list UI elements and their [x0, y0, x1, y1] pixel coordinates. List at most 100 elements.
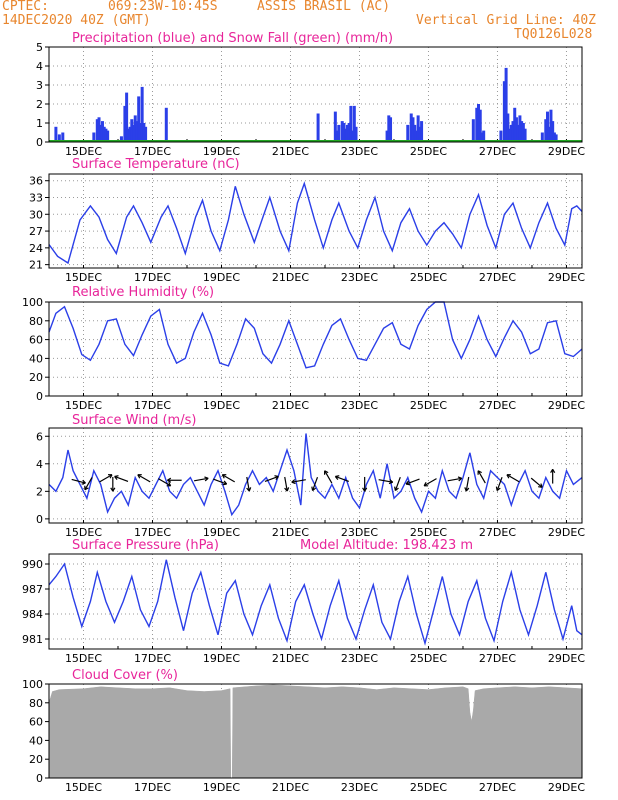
cloud-title: Cloud Cover (%)	[72, 668, 178, 683]
precip-bar	[549, 109, 553, 142]
precip-xtick-label: 17DEC	[134, 145, 171, 158]
humidity-ytick-label: 40	[29, 352, 43, 365]
wind-xtick-label: 19DEC	[203, 526, 240, 539]
cloud-ytick-label: 20	[29, 753, 43, 766]
precip-bar	[482, 130, 486, 142]
wind-vector-head	[362, 487, 368, 492]
precip-bar	[119, 136, 123, 142]
humidity-xtick-label: 21DEC	[272, 399, 309, 412]
wind-vector-shaft	[264, 475, 279, 482]
wind-vector-shaft	[312, 476, 319, 491]
pressure-xtick-label: 17DEC	[134, 652, 171, 665]
precip-bar	[345, 124, 349, 142]
temperature-series-line	[48, 181, 583, 265]
cloud-xtick-label: 25DEC	[410, 781, 447, 794]
pressure-subtitle: Model Altitude: 198.423 m	[300, 538, 473, 553]
precip-bar	[342, 123, 346, 142]
humidity-xtick-label: 17DEC	[134, 399, 171, 412]
precip-bar	[514, 117, 518, 142]
precip-bar	[95, 119, 99, 142]
temperature-ytick-label: 30	[29, 208, 43, 221]
precip-bar	[97, 117, 101, 142]
wind-xtick-label: 29DEC	[548, 526, 585, 539]
humidity-title: Relative Humidity (%)	[72, 285, 214, 300]
precip-ytick-label: 0	[36, 136, 43, 149]
wind-vector-head	[334, 475, 340, 480]
precip-bar	[140, 86, 144, 142]
precip-bar	[516, 124, 520, 142]
precip-bar	[551, 121, 555, 142]
precip-bar	[135, 121, 139, 142]
humidity-xtick-label: 19DEC	[203, 399, 240, 412]
pressure-xtick-label: 27DEC	[479, 652, 516, 665]
header-run: 14DEC2020 40Z (GMT)	[2, 13, 151, 28]
precip-bar	[164, 107, 168, 142]
precip-xtick-label: 15DEC	[65, 145, 102, 158]
humidity-ytick-label: 0	[36, 390, 43, 403]
cloud-panel: Cloud Cover (%) 15DEC 17DEC 19DEC 21DEC 23DEC…	[22, 668, 585, 794]
pressure-xtick-label: 21DEC	[272, 652, 309, 665]
temperature-ytick-label: 33	[29, 192, 43, 205]
precip-bar	[413, 124, 417, 142]
precip-bar	[137, 96, 141, 142]
precip-bar	[387, 115, 391, 142]
humidity-xtick-label: 23DEC	[341, 399, 378, 412]
precip-bar	[385, 130, 389, 142]
cloud-xtick-label: 23DEC	[341, 781, 378, 794]
precip-bar	[540, 132, 544, 142]
precip-bar	[132, 124, 136, 142]
humidity-xtick-label: 25DEC	[410, 399, 447, 412]
wind-xtick-label: 27DEC	[479, 526, 516, 539]
wind-frame	[48, 427, 583, 524]
precip-bar	[126, 128, 130, 142]
precip-bar	[333, 111, 337, 142]
precip-title: Precipitation (blue) and Snow Fall (gree…	[72, 31, 393, 46]
pressure-ytick-label: 981	[22, 633, 43, 646]
wind-vector-head	[284, 487, 290, 492]
temperature-ytick-label: 36	[29, 175, 43, 188]
precip-bar	[316, 113, 320, 142]
precip-frame	[48, 46, 583, 143]
wind-vector-shaft	[335, 475, 349, 482]
precip-bar	[389, 117, 393, 142]
wind-vector-head	[388, 479, 394, 485]
cloud-xtick-label: 15DEC	[65, 781, 102, 794]
wind-vector-shaft	[291, 479, 306, 483]
cloud-xtick-label: 21DEC	[272, 781, 309, 794]
temperature-xtick-label: 21DEC	[272, 271, 309, 284]
precip-bar	[546, 111, 550, 142]
wind-vector-head	[477, 470, 482, 475]
precip-bar	[123, 105, 127, 142]
wind-vector-head	[81, 479, 86, 485]
wind-vector-head	[495, 486, 501, 492]
temperature-frame	[48, 173, 583, 269]
pressure-series-line	[48, 559, 583, 646]
wind-vector-head	[538, 483, 543, 488]
precip-panel: Precipitation (blue) and Snow Fall (gree…	[36, 31, 585, 158]
precip-bar	[513, 107, 517, 142]
precip-bar	[471, 119, 475, 142]
pressure-title: Surface Pressure (hPa)	[72, 538, 219, 553]
cloud-xtick-label: 17DEC	[134, 781, 171, 794]
temperature-ytick-label: 27	[29, 225, 43, 238]
wind-vector-shaft	[324, 470, 333, 484]
precip-bar	[138, 123, 142, 142]
precip-ytick-label: 3	[36, 79, 43, 92]
cloud-xtick-label: 19DEC	[203, 781, 240, 794]
precip-bar	[518, 115, 522, 142]
wind-title: Surface Wind (m/s)	[72, 413, 196, 428]
precip-bar	[475, 107, 479, 142]
precip-xtick-label: 25DEC	[410, 145, 447, 158]
precip-bar	[130, 119, 134, 142]
wind-vector-head	[323, 470, 329, 475]
temperature-xtick-label: 25DEC	[410, 271, 447, 284]
humidity-frame	[48, 301, 583, 397]
wind-vector-head	[221, 474, 227, 479]
wind-vector-shaft	[222, 474, 235, 483]
wind-vector-head	[291, 479, 296, 485]
wind-vector-head	[84, 485, 89, 491]
wind-vector-head	[550, 468, 556, 473]
cloud-ytick-label: 40	[29, 734, 43, 747]
precip-bar	[554, 134, 558, 142]
